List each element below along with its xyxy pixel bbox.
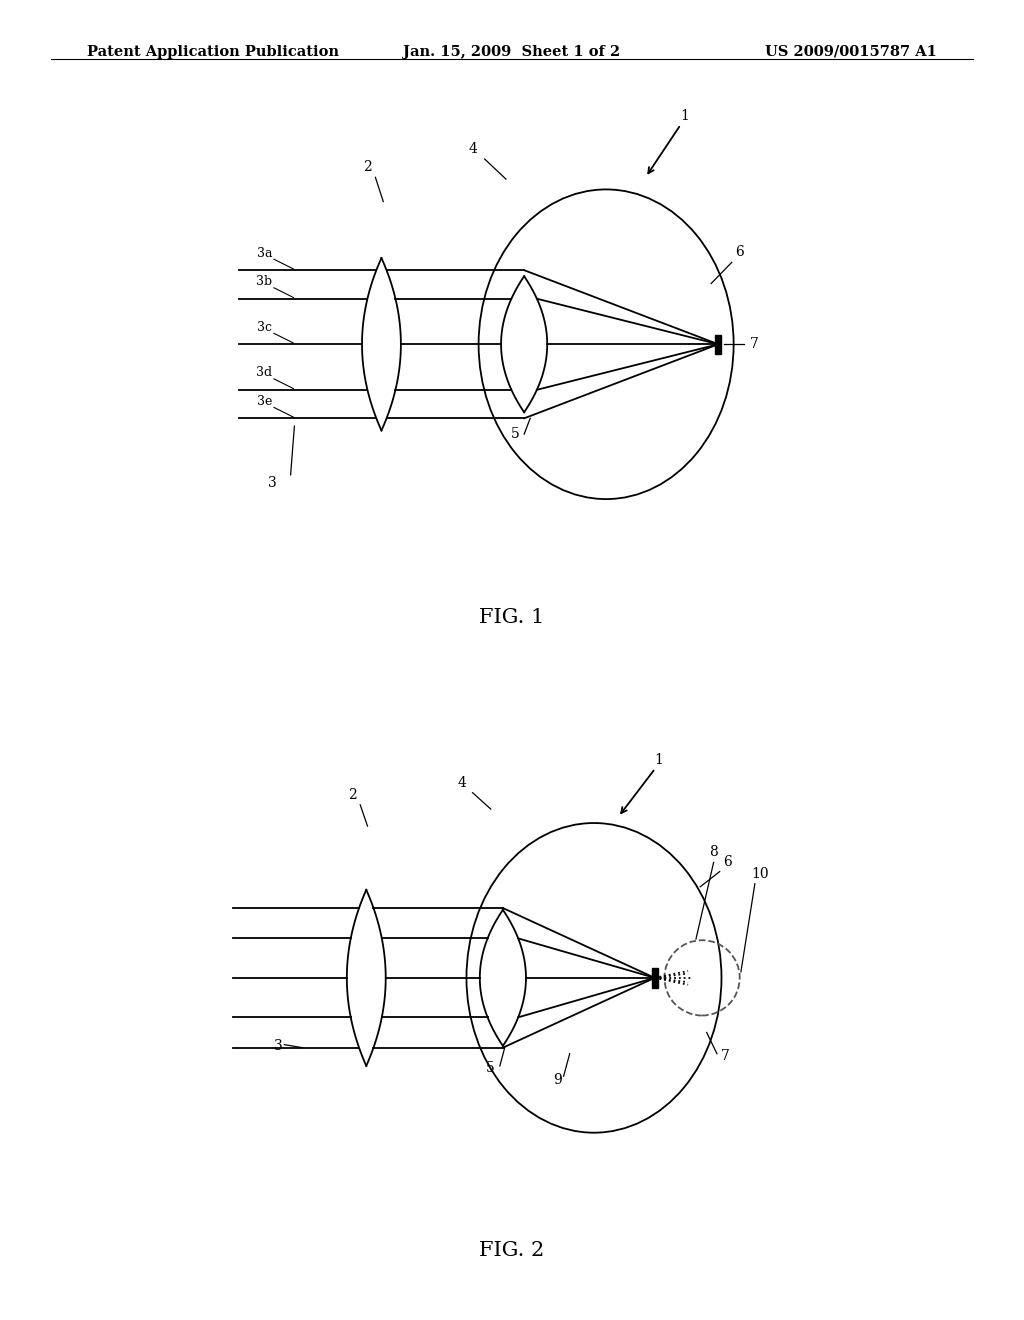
- Text: FIG. 1: FIG. 1: [479, 607, 545, 627]
- Text: 6: 6: [723, 854, 732, 869]
- Text: 9: 9: [553, 1073, 562, 1088]
- Bar: [716, 334, 721, 354]
- Text: 7: 7: [721, 1049, 729, 1063]
- Text: US 2009/0015787 A1: US 2009/0015787 A1: [765, 45, 937, 59]
- Text: Jan. 15, 2009  Sheet 1 of 2: Jan. 15, 2009 Sheet 1 of 2: [403, 45, 621, 59]
- Text: 3b: 3b: [256, 276, 272, 288]
- Text: 3c: 3c: [257, 321, 272, 334]
- Text: Patent Application Publication: Patent Application Publication: [87, 45, 339, 59]
- Text: 3d: 3d: [256, 367, 272, 379]
- Text: 6: 6: [735, 246, 744, 259]
- Text: 3e: 3e: [257, 395, 272, 408]
- Text: 2: 2: [364, 160, 372, 174]
- Text: 4: 4: [468, 143, 477, 156]
- Text: 3: 3: [273, 1039, 283, 1052]
- Text: 10: 10: [751, 867, 769, 880]
- Bar: [651, 968, 657, 987]
- Text: 3: 3: [268, 477, 276, 490]
- Text: 8: 8: [710, 845, 718, 859]
- Text: 2: 2: [348, 788, 357, 801]
- Text: 1: 1: [681, 108, 689, 123]
- Text: 4: 4: [458, 776, 467, 789]
- Text: 5: 5: [486, 1061, 496, 1074]
- Text: 5: 5: [511, 428, 519, 441]
- Text: 3a: 3a: [257, 247, 272, 260]
- Text: 7: 7: [750, 337, 759, 351]
- Text: FIG. 2: FIG. 2: [479, 1241, 545, 1261]
- Text: 1: 1: [654, 754, 664, 767]
